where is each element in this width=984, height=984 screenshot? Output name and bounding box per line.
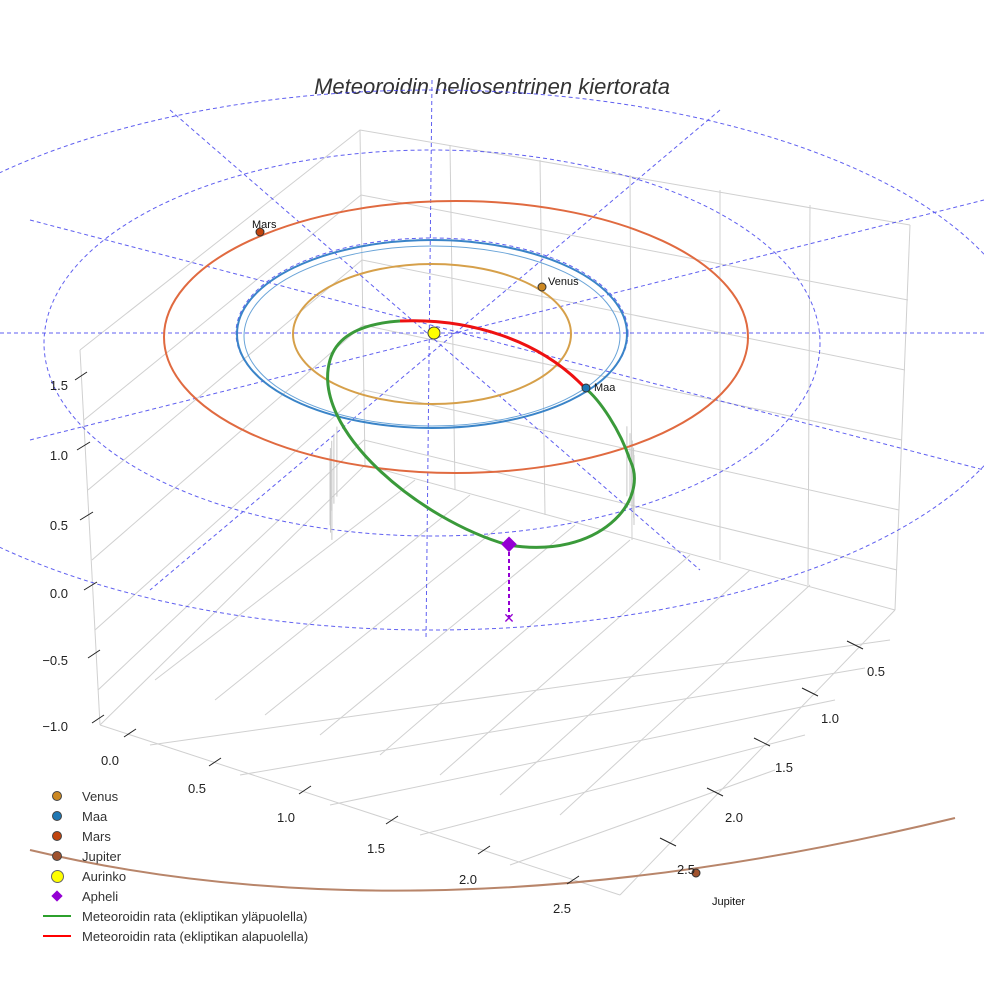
z-tick-label: 0.0 — [50, 586, 68, 601]
z-tick-mark — [83, 581, 98, 591]
apheli-diamond — [501, 536, 517, 553]
y-tick-mark — [659, 837, 677, 847]
z-tick-label: −1.0 — [42, 719, 68, 734]
y-tick-mark — [753, 737, 771, 747]
legend: Venus Maa Mars Jupiter Aurinko Apheli Meteoroi… — [40, 786, 308, 946]
x-tick-label: 1.5 — [367, 841, 385, 856]
line-icon — [43, 935, 71, 937]
maa-marker — [581, 383, 591, 393]
z-tick-label: 1.5 — [50, 378, 68, 393]
legend-item[interactable]: Mars — [40, 826, 308, 846]
planets: Venus Maa Mars Jupiter — [252, 219, 745, 908]
y-tick-label: 1.0 — [821, 711, 839, 726]
mars-marker — [255, 227, 265, 237]
legend-label: Meteoroidin rata (ekliptikan yläpuolella… — [82, 908, 308, 924]
legend-label: Venus — [82, 788, 119, 804]
apheli-marker: ✕ — [501, 536, 517, 626]
orbit-above — [326, 319, 636, 549]
x-tick-mark — [208, 757, 222, 767]
z-tick-mark — [74, 371, 88, 381]
legend-item[interactable]: Meteoroidin rata (ekliptikan yläpuolella… — [40, 906, 308, 926]
legend-symbol — [40, 846, 74, 866]
line-icon — [43, 915, 71, 917]
legend-item[interactable]: Meteoroidin rata (ekliptikan alapuolella… — [40, 926, 308, 946]
mars-label: Mars — [252, 219, 277, 231]
y-tick-mark — [846, 640, 864, 650]
chart-title: Meteoroidin heliosentrinen kiertorata — [314, 74, 670, 99]
legend-symbol — [40, 826, 74, 846]
x-tick-mark — [566, 875, 580, 885]
venus-orbit — [292, 263, 572, 405]
z-tick-label: 1.0 — [50, 448, 68, 463]
y-tick-label: 2.5 — [677, 862, 695, 877]
y-tick-label: 1.5 — [775, 760, 793, 775]
ecliptic-grid — [0, 79, 984, 641]
z-tick-label: 0.5 — [50, 518, 68, 533]
y-tick-mark — [801, 687, 819, 697]
legend-label: Apheli — [82, 888, 119, 904]
jupiter-orbit — [29, 817, 956, 892]
meteoroid-orbit — [326, 319, 636, 549]
y-tick-label: 2.0 — [725, 810, 743, 825]
planet-dot-icon — [52, 791, 62, 801]
maa-orbit — [236, 239, 628, 429]
z-tick-mark — [79, 511, 94, 521]
planet-dot-icon — [52, 851, 62, 861]
orbit-below — [399, 319, 587, 390]
diamond-icon — [51, 890, 63, 902]
legend-item[interactable]: Maa — [40, 806, 308, 826]
sun-icon — [50, 869, 64, 883]
y-tick-label: 0.5 — [867, 664, 885, 679]
z-tick-mark — [91, 714, 105, 724]
box-grid — [79, 129, 911, 896]
legend-label: Meteoroidin rata (ekliptikan alapuolella… — [82, 928, 309, 944]
x-tick-label: 0.0 — [101, 753, 119, 768]
legend-item[interactable]: Jupiter — [40, 846, 308, 866]
legend-label: Aurinko — [82, 868, 127, 884]
axis-ticks: 1.5 1.0 0.5 0.0 −0.5 −1.0 0.0 0.5 1.0 1.5 2.0 2.5 0.… — [42, 371, 885, 916]
planet-dot-icon — [52, 811, 62, 821]
aurinko — [427, 326, 441, 340]
x-tick-mark — [298, 785, 312, 795]
z-tick-mark — [76, 441, 91, 451]
x-tick-label: 0.5 — [188, 781, 206, 796]
z-tick-mark — [87, 649, 101, 659]
maa-label: Maa — [594, 382, 616, 394]
legend-item[interactable]: Apheli — [40, 886, 308, 906]
legend-label: Jupiter — [82, 848, 122, 864]
jupiter-label: Jupiter — [712, 896, 745, 908]
planet-dot-icon — [52, 831, 62, 841]
y-tick-mark — [706, 787, 724, 797]
legend-symbol — [40, 786, 74, 806]
venus-label: Venus — [548, 276, 579, 288]
x-tick-mark — [123, 728, 137, 738]
z-tick-label: −0.5 — [42, 653, 68, 668]
apheli-projection-mark: ✕ — [503, 610, 515, 626]
mars-orbit — [163, 200, 749, 474]
legend-symbol — [40, 806, 74, 826]
x-tick-label: 2.5 — [553, 901, 571, 916]
legend-symbol — [40, 866, 74, 886]
legend-item[interactable]: Aurinko — [40, 866, 308, 886]
legend-symbol — [40, 906, 74, 926]
x-tick-mark — [477, 845, 491, 855]
legend-symbol — [40, 926, 74, 946]
x-tick-mark — [385, 815, 399, 825]
legend-label: Mars — [82, 828, 111, 844]
planet-orbits — [29, 200, 956, 892]
drop-lines — [329, 426, 635, 540]
x-tick-label: 2.0 — [459, 872, 477, 887]
legend-symbol — [40, 886, 74, 906]
jupiter-marker — [691, 868, 701, 878]
maa-orbit-inner — [243, 245, 621, 427]
legend-item[interactable]: Venus — [40, 786, 308, 806]
x-tick-label: 1.0 — [277, 810, 295, 825]
legend-label: Maa — [82, 808, 108, 824]
venus-marker — [537, 282, 547, 292]
